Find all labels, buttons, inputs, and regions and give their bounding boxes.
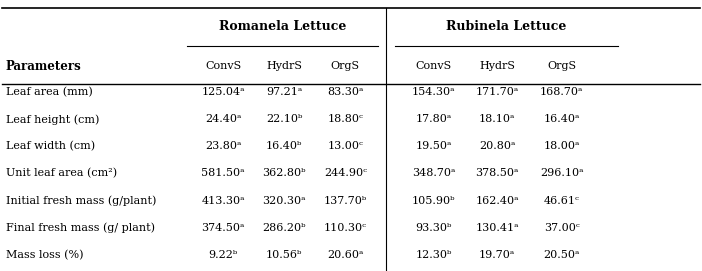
Text: 348.70ᵃ: 348.70ᵃ — [412, 169, 456, 178]
Text: 137.70ᵇ: 137.70ᵇ — [324, 196, 367, 205]
Text: 171.70ᵃ: 171.70ᵃ — [475, 87, 519, 97]
Text: 105.90ᵇ: 105.90ᵇ — [412, 196, 456, 205]
Text: 125.04ᵃ: 125.04ᵃ — [201, 87, 245, 97]
Text: Romanela Lettuce: Romanela Lettuce — [219, 20, 346, 33]
Text: 581.50ᵃ: 581.50ᵃ — [201, 169, 245, 178]
Text: 154.30ᵃ: 154.30ᵃ — [412, 87, 456, 97]
Text: 19.50ᵃ: 19.50ᵃ — [416, 141, 452, 151]
Text: OrgS: OrgS — [331, 62, 360, 71]
Text: 24.40ᵃ: 24.40ᵃ — [205, 114, 241, 124]
Text: 413.30ᵃ: 413.30ᵃ — [201, 196, 245, 205]
Text: 19.70ᵃ: 19.70ᵃ — [479, 250, 515, 260]
Text: 18.10ᵃ: 18.10ᵃ — [479, 114, 515, 124]
Text: 22.10ᵇ: 22.10ᵇ — [266, 114, 303, 124]
Text: 37.00ᶜ: 37.00ᶜ — [544, 223, 579, 233]
Text: 18.00ᵃ: 18.00ᵃ — [543, 141, 580, 151]
Text: ConvS: ConvS — [416, 62, 452, 71]
Text: 362.80ᵇ: 362.80ᵇ — [263, 169, 306, 178]
Text: 244.90ᶜ: 244.90ᶜ — [324, 169, 367, 178]
Text: OrgS: OrgS — [547, 62, 576, 71]
Text: 13.00ᶜ: 13.00ᶜ — [327, 141, 364, 151]
Text: 110.30ᶜ: 110.30ᶜ — [324, 223, 367, 233]
Text: 374.50ᵃ: 374.50ᵃ — [201, 223, 245, 233]
Text: 320.30ᵃ: 320.30ᵃ — [263, 196, 306, 205]
Text: Initial fresh mass (g/plant): Initial fresh mass (g/plant) — [6, 195, 156, 206]
Text: ConvS: ConvS — [205, 62, 241, 71]
Text: 168.70ᵃ: 168.70ᵃ — [540, 87, 583, 97]
Text: 20.80ᵃ: 20.80ᵃ — [479, 141, 515, 151]
Text: 12.30ᵇ: 12.30ᵇ — [416, 250, 452, 260]
Text: Final fresh mass (g/ plant): Final fresh mass (g/ plant) — [6, 222, 154, 233]
Text: 93.30ᵇ: 93.30ᵇ — [416, 223, 452, 233]
Text: 23.80ᵃ: 23.80ᵃ — [205, 141, 241, 151]
Text: 83.30ᵃ: 83.30ᵃ — [327, 87, 364, 97]
Text: 10.56ᵇ: 10.56ᵇ — [266, 250, 303, 260]
Text: Parameters: Parameters — [6, 60, 81, 73]
Text: HydrS: HydrS — [266, 62, 303, 71]
Text: Mass loss (%): Mass loss (%) — [6, 250, 83, 260]
Text: Leaf area (mm): Leaf area (mm) — [6, 87, 93, 97]
Text: 16.40ᵇ: 16.40ᵇ — [266, 141, 303, 151]
Text: 378.50ᵃ: 378.50ᵃ — [475, 169, 519, 178]
Text: 16.40ᵃ: 16.40ᵃ — [543, 114, 580, 124]
Text: 20.60ᵃ: 20.60ᵃ — [327, 250, 364, 260]
Text: HydrS: HydrS — [479, 62, 515, 71]
Text: 97.21ᵃ: 97.21ᵃ — [266, 87, 303, 97]
Text: 162.40ᵃ: 162.40ᵃ — [475, 196, 519, 205]
Text: Unit leaf area (cm²): Unit leaf area (cm²) — [6, 168, 117, 179]
Text: 46.61ᶜ: 46.61ᶜ — [543, 196, 580, 205]
Text: 286.20ᵇ: 286.20ᵇ — [263, 223, 306, 233]
Text: 130.41ᵃ: 130.41ᵃ — [475, 223, 519, 233]
Text: Rubinela Lettuce: Rubinela Lettuce — [446, 20, 567, 33]
Text: 17.80ᵃ: 17.80ᵃ — [416, 114, 452, 124]
Text: 20.50ᵃ: 20.50ᵃ — [543, 250, 580, 260]
Text: Leaf height (cm): Leaf height (cm) — [6, 114, 99, 124]
Text: Leaf width (cm): Leaf width (cm) — [6, 141, 95, 151]
Text: 296.10ᵃ: 296.10ᵃ — [540, 169, 583, 178]
Text: 18.80ᶜ: 18.80ᶜ — [327, 114, 364, 124]
Text: 9.22ᵇ: 9.22ᵇ — [208, 250, 238, 260]
